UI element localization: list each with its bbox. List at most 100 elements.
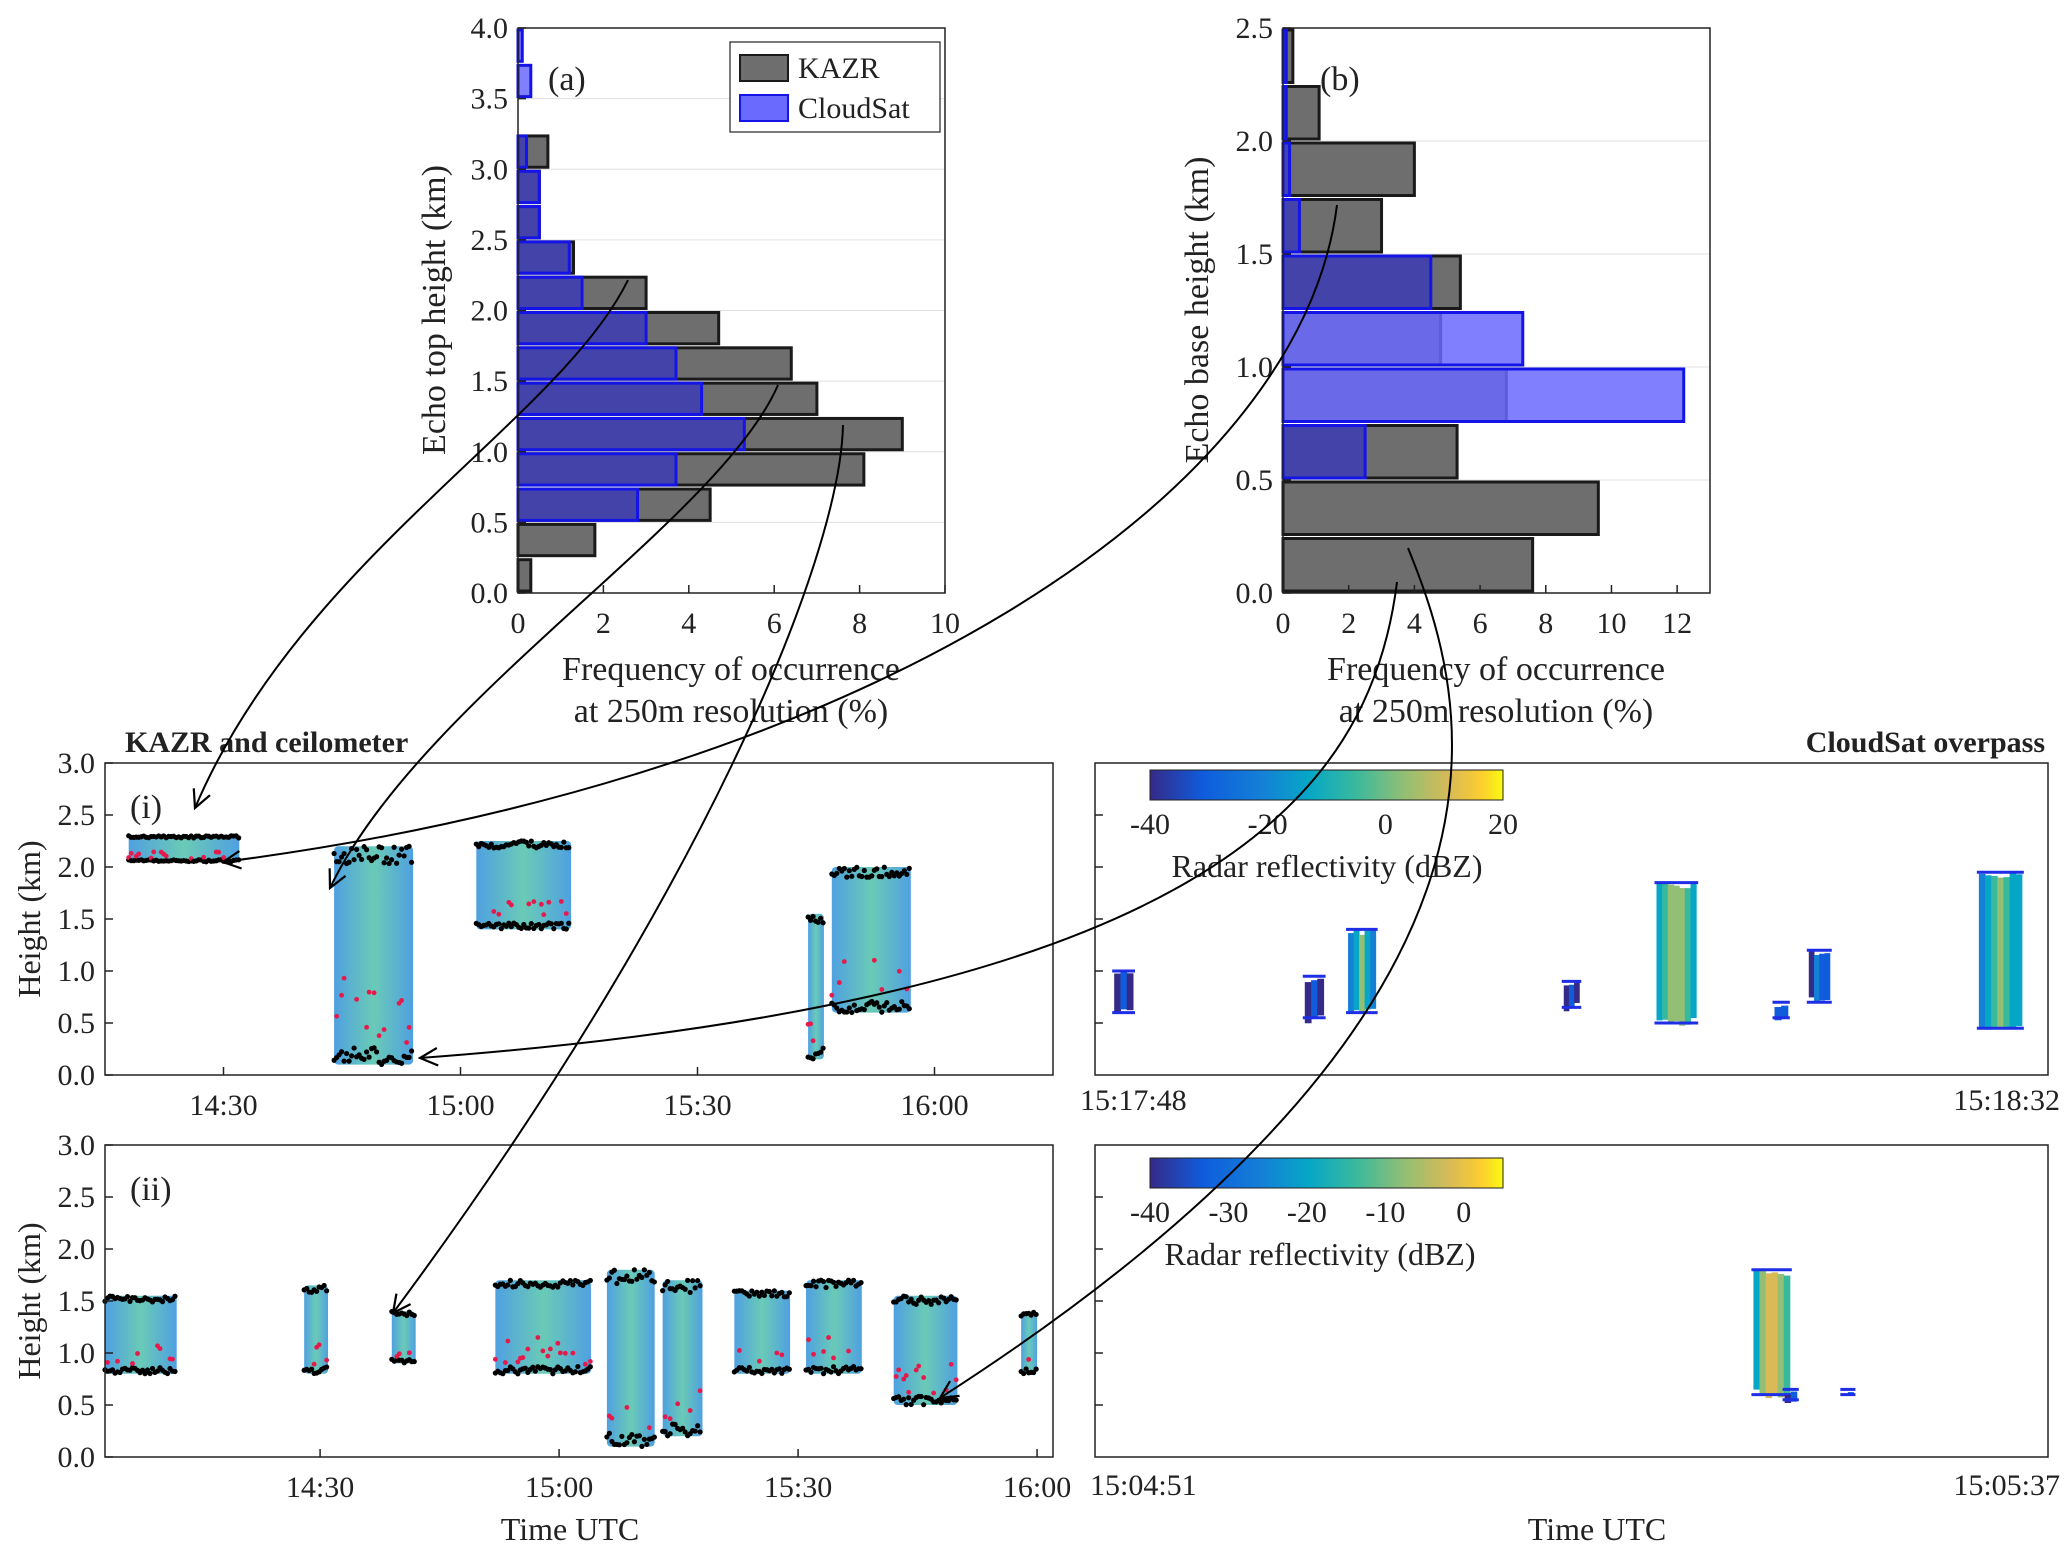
ceilometer-point	[339, 992, 344, 998]
kazr-timeseries-i: 0.0 0.5 1.0 1.5 2.0 2.5 3.0 14:30 15:00 15:30 16:…	[11, 747, 1054, 1122]
echo-cloud	[128, 835, 240, 862]
x-axis-title-line2: at 250m resolution (%)	[574, 693, 888, 730]
arrow-b-to-ii	[940, 547, 1453, 1398]
ceilometer-point	[903, 1373, 909, 1378]
echo-top-point	[651, 1279, 657, 1285]
y-tick-label: 2.5	[58, 799, 96, 832]
ceilometer-point	[821, 1349, 826, 1354]
y-tick-label: 1.5	[58, 1285, 96, 1318]
echo-base-point	[411, 1358, 417, 1365]
echo-top-point	[808, 1283, 814, 1289]
ceilometer-point	[913, 1367, 919, 1373]
ceilometer-point	[811, 1351, 816, 1357]
echo-top-point	[769, 1293, 775, 1299]
x-axis-title-line1: Frequency of occurrence	[562, 651, 900, 688]
echo-top-point	[786, 1290, 792, 1296]
x-tick-label: 14:30	[189, 1089, 257, 1122]
echo-top-point	[374, 854, 380, 860]
echo-base-point	[879, 1009, 885, 1015]
echo-base-point	[624, 1440, 630, 1446]
echo-top-point	[587, 1277, 593, 1284]
echo-base-point	[697, 1429, 703, 1435]
y-tick-label: 0.5	[58, 1007, 96, 1040]
bar-cloudsat	[516, 311, 648, 346]
echo-top-point	[389, 857, 395, 863]
echo-top-point	[364, 847, 370, 853]
ceilometer-point	[105, 1359, 110, 1365]
reflectivity-cell	[1819, 953, 1826, 1001]
echo-top-point	[849, 873, 855, 879]
echo-base-point	[361, 1056, 367, 1062]
reflectivity-cell	[1667, 884, 1674, 1023]
ceilometer-point	[948, 1361, 954, 1367]
ceilometer-point	[646, 1425, 652, 1431]
reflectivity-cell	[1656, 883, 1663, 1021]
time-end: 15:05:37	[1953, 1469, 2060, 1502]
echo-top-point	[841, 865, 847, 872]
y-tick-label: 1.0	[1236, 351, 1274, 384]
echo-base-point	[341, 1058, 347, 1064]
echo-top-point	[336, 859, 342, 865]
cloudsat-curtain-i: -40 -20 0 20 Radar reflectivity (dBZ) 15:17…	[1080, 762, 2060, 1117]
ceilometer-point	[170, 1356, 175, 1362]
echo-base-point	[1023, 1366, 1029, 1372]
ceilometer-point	[570, 1350, 576, 1356]
arrow-a-to-i-top	[195, 279, 629, 808]
echo-base-point	[566, 920, 572, 926]
legend: KAZR CloudSat	[729, 41, 941, 133]
echo-top-point	[936, 1300, 942, 1306]
bars	[516, 28, 904, 593]
ceilometer-point	[496, 911, 502, 917]
y-tick-label: 2.0	[58, 1233, 96, 1266]
echo-cloud	[105, 1295, 177, 1374]
bar-cloudsat	[1281, 198, 1301, 254]
ceilometer-point	[687, 1408, 693, 1413]
echo-top-point	[570, 1282, 576, 1288]
echo-top-point	[861, 867, 867, 874]
ceilometer-point	[502, 1360, 508, 1365]
ceilometer-point	[558, 899, 564, 904]
echo-base-point	[830, 1364, 837, 1370]
echo-top-point	[779, 1289, 785, 1295]
echo-top-point	[394, 860, 400, 866]
echo-top-point	[901, 868, 907, 874]
colorbar-label: Radar reflectivity (dBZ)	[1172, 848, 1483, 884]
ceilometer-point	[399, 997, 404, 1003]
bar-kazr	[1281, 141, 1416, 197]
echo-cloud	[495, 1280, 591, 1374]
echo-base-point	[496, 921, 502, 927]
y-tick-label: 0.0	[1236, 577, 1274, 610]
reflectivity-cell	[1997, 877, 2004, 1028]
echo-data	[102, 1267, 1039, 1449]
echo-top-point	[756, 1293, 762, 1299]
echo-top-point	[606, 1275, 612, 1281]
colorbar	[1149, 1157, 1504, 1189]
bar-cloudsat	[516, 416, 746, 452]
echo-top-point	[766, 1288, 772, 1295]
axes-frame	[1094, 1144, 2049, 1458]
colorbar-tick-label: 0	[1378, 808, 1393, 841]
y-ticks: 0.0 0.5 1.0 1.5 2.0 2.5 3.0	[58, 1129, 113, 1474]
ceilometer-point	[151, 849, 157, 855]
ceilometer-point	[115, 1358, 120, 1364]
arrow-b-to-i-base	[420, 581, 1398, 1058]
ceilometer-point	[916, 1363, 922, 1369]
bar-cloudsat	[1281, 367, 1686, 423]
ceilometer-point	[406, 1350, 412, 1356]
ceilometer-point	[697, 1388, 703, 1394]
echo-top-point	[697, 1283, 703, 1289]
reflectivity-cell	[1690, 883, 1697, 1019]
echo-base-point	[680, 1425, 686, 1431]
y-axis-title: Height (km)	[11, 840, 47, 997]
echo-top-point	[614, 1280, 620, 1287]
echo-base-point	[851, 1002, 857, 1008]
colorbar-ticks: -40 -30 -20 -10 0	[1130, 1196, 1471, 1229]
reflectivity-cell	[1774, 1006, 1782, 1021]
y-tick-label: 0.5	[58, 1389, 96, 1422]
echo-base-point	[406, 1054, 412, 1060]
ceilometer-point	[774, 1350, 780, 1356]
ceilometer-point	[520, 1355, 526, 1360]
y-tick-label: 2.5	[58, 1181, 96, 1214]
y-axis-title: Echo top height (km)	[416, 165, 453, 455]
